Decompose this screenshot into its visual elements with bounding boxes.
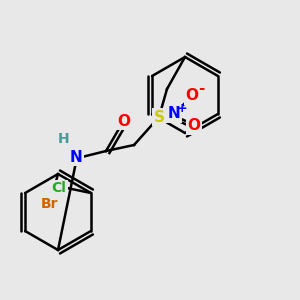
Text: S: S — [154, 110, 164, 124]
Text: Br: Br — [41, 197, 59, 211]
Text: N: N — [70, 149, 83, 164]
Text: -: - — [198, 82, 204, 97]
Text: N: N — [168, 106, 181, 122]
Text: O: O — [186, 88, 199, 104]
Text: Cl: Cl — [52, 181, 66, 195]
Text: +: + — [177, 101, 188, 115]
Text: O: O — [188, 118, 201, 134]
Text: O: O — [118, 113, 130, 128]
Text: H: H — [58, 132, 70, 146]
